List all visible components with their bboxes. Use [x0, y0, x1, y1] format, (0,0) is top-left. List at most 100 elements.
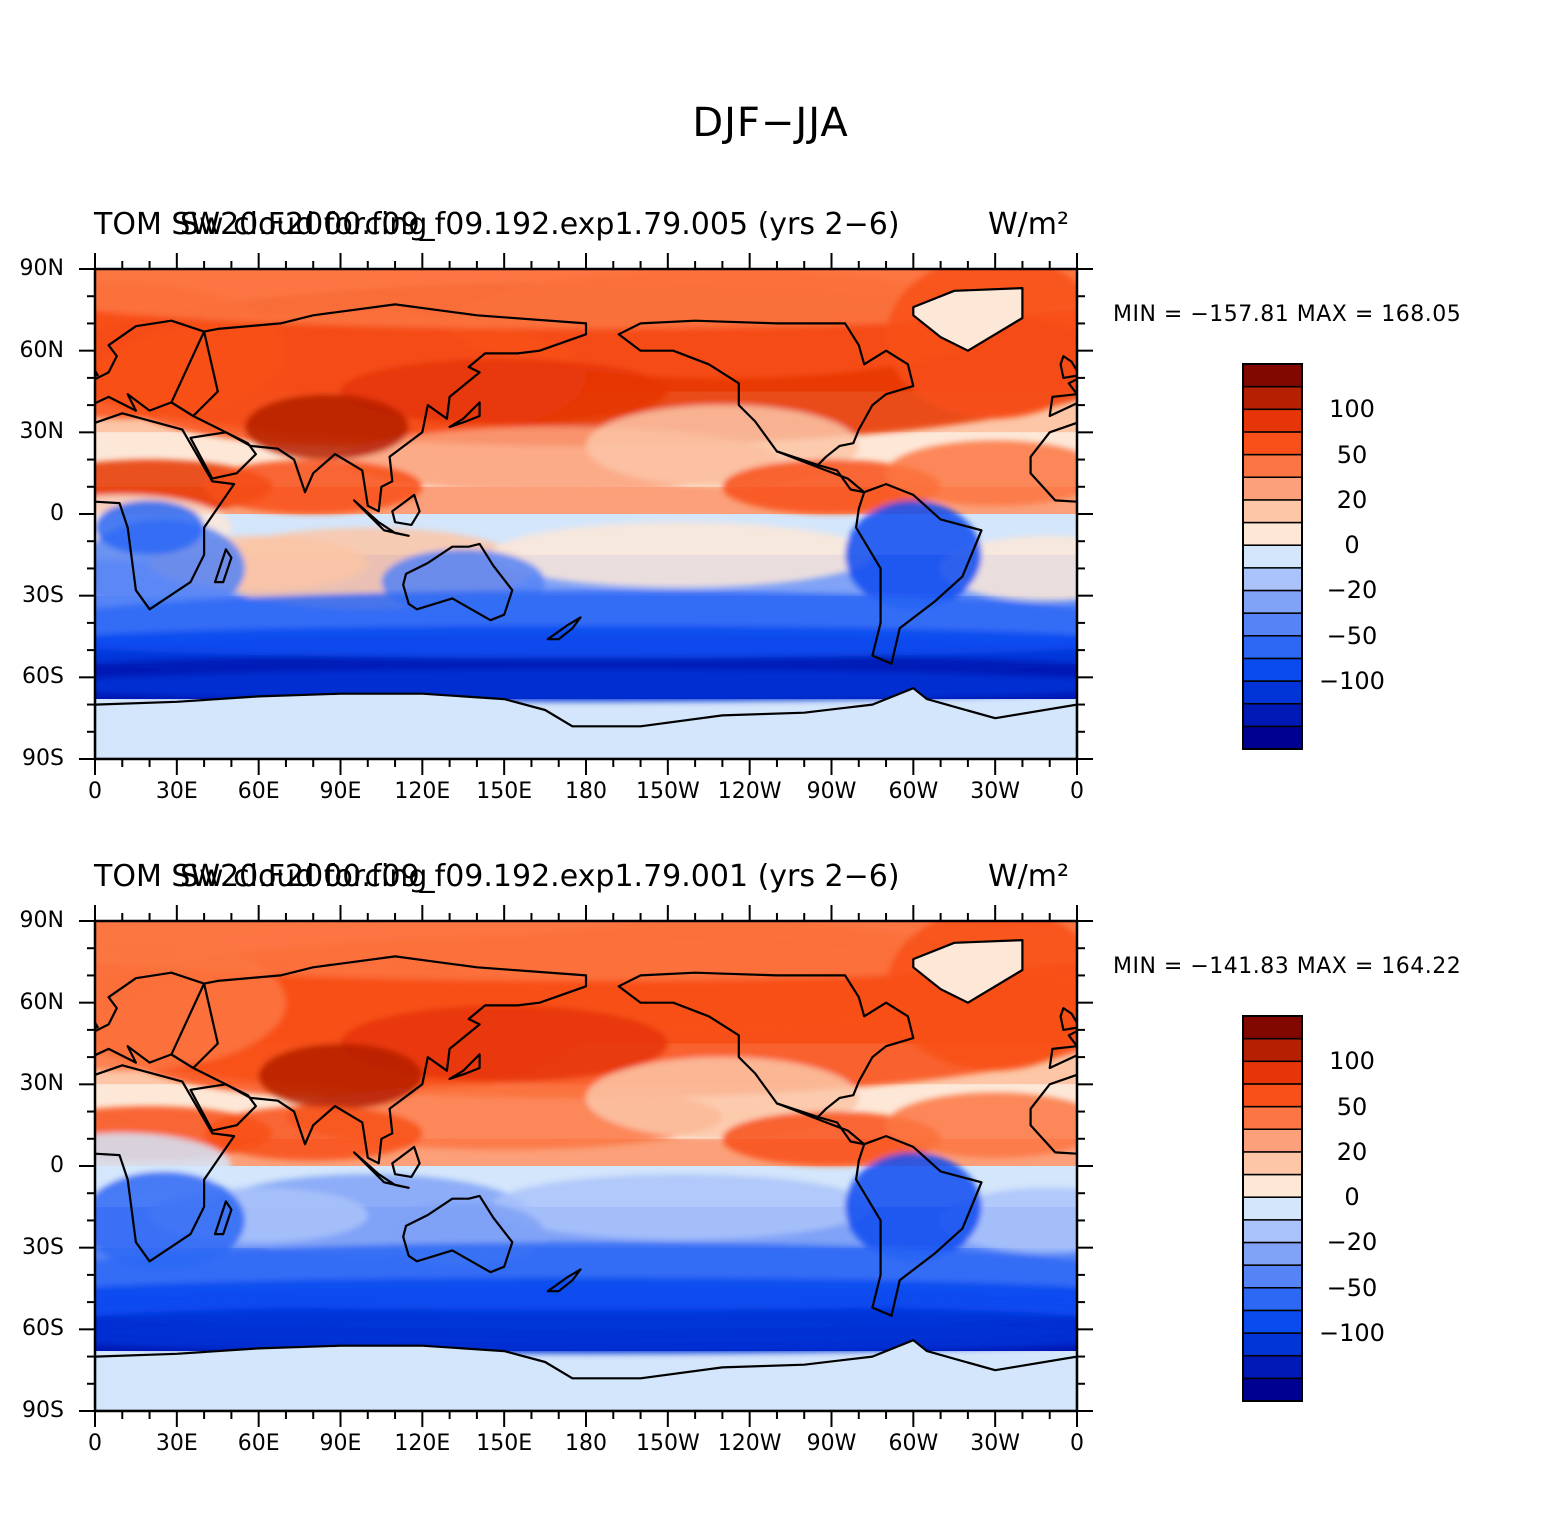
- map-panel-1: [79, 253, 1303, 775]
- lon-tick-label: 90E: [319, 1431, 362, 1456]
- field-blob: [340, 358, 668, 425]
- lon-tick-label: 30W: [970, 1431, 1021, 1456]
- colorbar-label: −20: [1326, 1228, 1378, 1257]
- field-blob: [340, 1005, 668, 1082]
- coastline-madagascar: [213, 1200, 233, 1236]
- panel-1-units: W/m²: [988, 207, 1070, 242]
- coastline-antarctica: [95, 687, 1077, 759]
- lon-tick-label: 120E: [394, 1431, 451, 1456]
- colorbar-swatch: [1242, 1105, 1303, 1130]
- coastline-arabia: [189, 431, 257, 480]
- coastline-asia: [170, 955, 588, 1165]
- colorbar-swatch: [1242, 725, 1303, 750]
- panel-2-title-main: TOM SW20.F2000.f09_f09.192.exp1.79.001 (…: [94, 859, 900, 894]
- colorbar-swatch: [1242, 499, 1303, 524]
- colorbar-swatch: [1242, 1241, 1303, 1266]
- coastline-greenland: [912, 939, 1024, 1004]
- lon-tick-label: 90E: [319, 779, 362, 804]
- field-blob: [845, 500, 982, 610]
- colorbar-swatch: [1242, 702, 1303, 728]
- colorbar-swatch: [1242, 1173, 1303, 1198]
- field-blob: [490, 522, 873, 588]
- lon-tick-label: 120W: [717, 779, 782, 804]
- colorbar-swatch: [1242, 1332, 1303, 1357]
- coastline-centralam: [775, 1102, 866, 1146]
- coastline-africa: [95, 1064, 236, 1263]
- colorbar-label: −100: [1319, 667, 1385, 696]
- colorbar-label: 50: [1336, 1092, 1368, 1121]
- lon-tick-label: 150W: [635, 1431, 700, 1456]
- coastline-japan: [448, 1053, 481, 1080]
- colorbar-label: 100: [1329, 395, 1375, 424]
- coastline-centralam: [775, 450, 866, 494]
- lat-tick-label: 90N: [19, 908, 64, 933]
- lon-tick-label: 60E: [237, 779, 280, 804]
- colorbar-swatch: [1242, 1377, 1303, 1402]
- panel-1-min-max: MIN = −157.81 MAX = 168.05: [1113, 302, 1462, 327]
- field-blob: [845, 1152, 982, 1262]
- colorbar-label: 0: [1344, 531, 1360, 560]
- coastline-indonesia: [353, 499, 410, 537]
- colorbar-swatch: [1242, 408, 1303, 433]
- lat-tick-label: 30S: [22, 582, 64, 608]
- lat-tick-label: 90S: [22, 1398, 64, 1423]
- lon-tick-label: 0: [1070, 779, 1084, 804]
- coastlines-2: [95, 939, 1077, 1411]
- field-blob: [95, 625, 1077, 659]
- lon-tick-label: 0: [88, 1431, 102, 1456]
- coastline-nz: [546, 1268, 582, 1293]
- field-blob: [886, 1092, 1077, 1158]
- colorbar-swatch: [1242, 1309, 1303, 1334]
- colorbar-swatch: [1242, 567, 1303, 592]
- panel-2-title-overlay: Sw cloud forcing: [180, 859, 428, 894]
- lat-tick-label: 60N: [19, 337, 64, 363]
- colorbar-swatch: [1242, 589, 1303, 614]
- lon-tick-label: 120W: [717, 1431, 782, 1456]
- coastline-greenland: [912, 287, 1024, 352]
- colorbar-swatch: [1242, 1151, 1303, 1176]
- coastline-europe: [1048, 377, 1077, 418]
- field-blob: [95, 1171, 246, 1270]
- lon-tick-label: 30E: [155, 1431, 198, 1456]
- lon-tick-label: 60W: [888, 1431, 939, 1456]
- colorbar-swatch: [1242, 635, 1303, 660]
- coastline-samerica: [855, 1135, 983, 1317]
- colorbar-1: [1242, 363, 1303, 750]
- coastline-asia: [170, 303, 588, 513]
- lat-tick-label: 30N: [19, 1071, 64, 1097]
- lon-tick-label: 0: [1070, 1431, 1084, 1456]
- colorbar-label: 0: [1344, 1183, 1360, 1212]
- panel-1-title-overlay: Sw cloud forcing: [180, 207, 428, 242]
- coastline-borneo: [391, 493, 421, 526]
- lat-tick-label: 0: [50, 501, 64, 526]
- field-blob: [258, 1043, 423, 1109]
- coastline-borneo: [391, 1145, 421, 1178]
- field-blob: [95, 1277, 1077, 1311]
- colorbar-swatch: [1242, 1196, 1303, 1221]
- lon-tick-label: 90W: [806, 779, 857, 804]
- colorbar-swatch: [1242, 363, 1303, 388]
- colorbar-label: −50: [1326, 621, 1378, 650]
- coastline-africa: [95, 412, 236, 611]
- lon-tick-label: 150E: [476, 1431, 533, 1456]
- lon-tick-label: 120E: [394, 779, 451, 804]
- lon-tick-label: 60E: [237, 1431, 280, 1456]
- lat-tick-label: 60S: [22, 1316, 64, 1342]
- panel-2-min-max: MIN = −141.83 MAX = 164.22: [1113, 954, 1462, 979]
- coastline-samerica: [855, 483, 983, 665]
- coastline-madagascar: [213, 548, 233, 584]
- colorbar-swatch: [1242, 521, 1303, 546]
- lon-tick-label: 30W: [970, 779, 1021, 804]
- colorbar-swatch: [1242, 680, 1303, 705]
- coastline-europe: [95, 971, 219, 1070]
- lon-tick-label: 150W: [635, 779, 700, 804]
- colorbar-label: −50: [1326, 1273, 1378, 1302]
- lon-tick-label: 180: [565, 1431, 607, 1456]
- field-blob: [245, 394, 409, 460]
- panel-1-title: TOM SW20.F2000.f09_f09.192.exp1.79.005 (…: [94, 207, 900, 242]
- coastline-japan: [448, 401, 481, 428]
- axis-ticks-1: [79, 253, 1093, 775]
- lon-tick-label: 180: [565, 779, 607, 804]
- lat-tick-label: 90N: [19, 256, 64, 281]
- panel-2-units: W/m²: [988, 859, 1070, 894]
